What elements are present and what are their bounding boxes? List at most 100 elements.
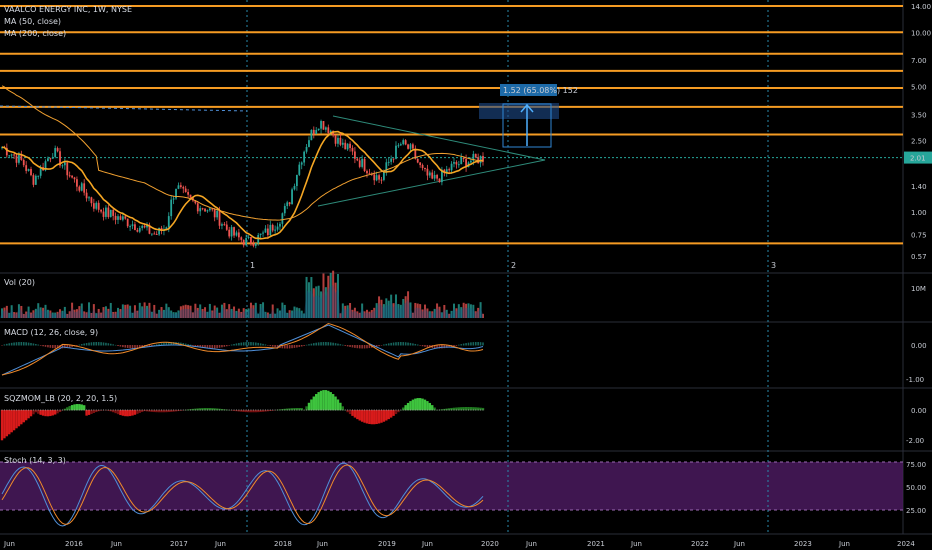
volume-bar bbox=[160, 307, 163, 318]
candle-body bbox=[291, 189, 293, 205]
volume-bar bbox=[264, 311, 267, 318]
candle-body bbox=[378, 175, 380, 180]
volume-bar bbox=[375, 303, 378, 318]
sqz-bar bbox=[356, 410, 359, 420]
candle-body bbox=[124, 216, 127, 219]
volume-bar bbox=[148, 302, 151, 318]
volume-bars[interactable] bbox=[1, 270, 484, 318]
sqz-bar bbox=[382, 410, 386, 422]
measure-box[interactable] bbox=[479, 103, 559, 119]
volume-bar bbox=[136, 310, 139, 318]
time-tick: 2017 bbox=[170, 540, 188, 548]
resistance-ray[interactable] bbox=[0, 105, 248, 112]
time-tick: 2016 bbox=[65, 540, 83, 548]
volume-bar bbox=[71, 302, 74, 318]
macd-hist-bar bbox=[412, 343, 414, 346]
candle-body bbox=[44, 161, 47, 171]
volume-bar bbox=[448, 313, 451, 318]
macd-hist-bar bbox=[221, 345, 223, 348]
volume-bar bbox=[262, 302, 265, 318]
ma50-line[interactable] bbox=[1, 130, 483, 240]
candle-body bbox=[356, 158, 359, 161]
candle-body bbox=[37, 175, 40, 177]
price-tick: 14.00 bbox=[911, 3, 931, 11]
volume-bar bbox=[126, 304, 129, 318]
candle-body bbox=[126, 218, 129, 227]
sqz-dot bbox=[376, 409, 378, 411]
macd-hist-bar bbox=[134, 345, 136, 349]
sqz-bar bbox=[97, 410, 100, 412]
macd-hist-bar bbox=[187, 344, 189, 346]
stoch-d-line[interactable] bbox=[1, 464, 484, 525]
candle-body bbox=[228, 229, 231, 237]
volume-bar bbox=[245, 309, 248, 318]
volume-bar bbox=[189, 305, 192, 318]
macd-signal-line[interactable] bbox=[1, 322, 484, 376]
sqz-bar bbox=[70, 405, 74, 411]
candle-body bbox=[392, 158, 395, 160]
measure-label: 1.52 (65.08%) 152 bbox=[503, 86, 578, 95]
macd-hist-bar bbox=[322, 342, 325, 346]
sqz-dot bbox=[69, 409, 71, 411]
candle-body bbox=[27, 169, 30, 171]
candle-body bbox=[129, 226, 132, 228]
volume-bar bbox=[479, 302, 482, 318]
macd-hist-bar bbox=[13, 342, 15, 346]
volume-bar bbox=[191, 312, 194, 318]
sqz-bar bbox=[167, 410, 170, 413]
volume-bar bbox=[240, 311, 243, 318]
candle-body bbox=[300, 162, 303, 165]
macd-hist-bar bbox=[458, 344, 460, 346]
volume-bar bbox=[440, 312, 443, 318]
sqz-dot bbox=[339, 409, 341, 411]
macd-hist-bar bbox=[131, 345, 134, 349]
sqz-bar bbox=[8, 410, 11, 435]
stoch-k-line[interactable] bbox=[1, 462, 484, 527]
macd-hist-bar bbox=[18, 342, 20, 346]
sqz-dot bbox=[146, 409, 148, 411]
sqz-dot bbox=[262, 409, 264, 411]
volume-bar bbox=[25, 311, 28, 318]
candle-body bbox=[107, 207, 110, 217]
macd-hist-bar bbox=[477, 342, 479, 346]
candle-body bbox=[351, 147, 354, 152]
sqz-bar bbox=[177, 410, 180, 412]
sqz-dot bbox=[354, 409, 356, 411]
candle-body bbox=[320, 121, 322, 129]
sqz-bar bbox=[172, 410, 175, 412]
ma200-line[interactable] bbox=[1, 85, 484, 221]
price-tick: 0.75 bbox=[911, 232, 927, 240]
volume-bar bbox=[300, 310, 303, 318]
sqz-dot bbox=[412, 409, 414, 411]
candle-body bbox=[373, 174, 376, 181]
volume-bar bbox=[104, 306, 107, 318]
macd-hist-bar bbox=[271, 345, 274, 347]
candle-body bbox=[187, 192, 190, 195]
sqz-dot bbox=[204, 409, 206, 411]
macd-hist-bar bbox=[95, 342, 98, 346]
macd-hist-bar bbox=[245, 342, 247, 346]
volume-bar bbox=[368, 311, 371, 318]
sqz-dot bbox=[431, 409, 433, 411]
volume-bar bbox=[351, 309, 354, 318]
macd-line[interactable] bbox=[1, 324, 484, 376]
volume-bar bbox=[295, 307, 298, 318]
sqz-bar bbox=[389, 410, 393, 418]
volume-bar bbox=[407, 291, 410, 318]
macd-hist-bar bbox=[250, 342, 252, 346]
sqz-bar bbox=[286, 408, 289, 411]
triangle-pattern[interactable] bbox=[317, 115, 546, 207]
sqz-dot bbox=[54, 409, 56, 411]
macd-hist-bar bbox=[90, 342, 93, 346]
sqz-dot bbox=[57, 409, 59, 411]
sqz-bar bbox=[34, 410, 38, 413]
sqz-dot bbox=[248, 409, 250, 411]
macd-hist-bar bbox=[262, 343, 264, 346]
candle-body bbox=[479, 155, 482, 164]
sqz-dot bbox=[16, 409, 18, 411]
sqz-histogram[interactable] bbox=[0, 390, 485, 441]
volume-bar bbox=[373, 307, 376, 318]
sqz-dot bbox=[25, 409, 27, 411]
